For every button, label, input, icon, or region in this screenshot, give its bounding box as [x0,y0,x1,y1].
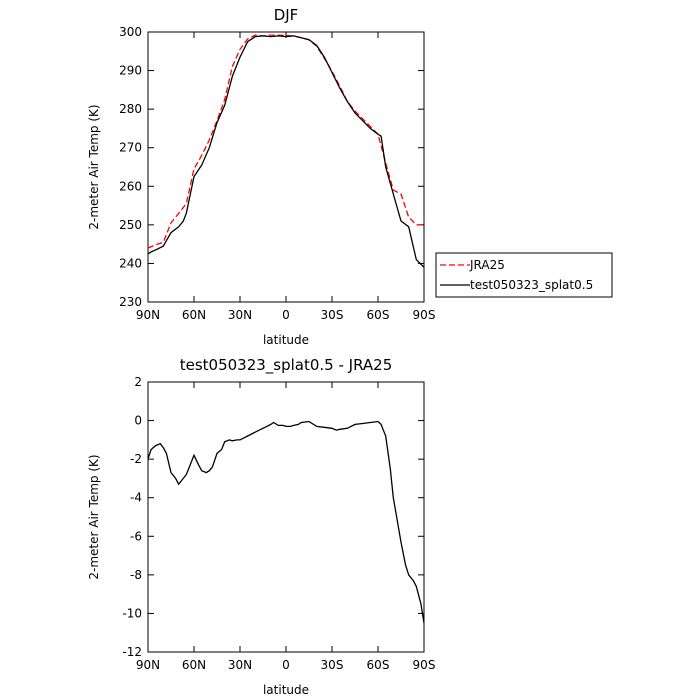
y-tick-label: -8 [130,568,142,582]
x-tick-label: 30S [321,308,344,322]
series-group [147,34,425,268]
y-tick-label: 230 [119,295,142,309]
x-tick-label: 30N [228,658,252,672]
chart-title: test050323_splat0.5 - JRA25 [180,356,393,375]
y-tick-label: 270 [119,141,142,155]
plot-border [147,31,425,303]
x-tick-label: 90S [413,658,436,672]
x-tick-label: 90N [136,308,160,322]
y-axis-label: 2-meter Air Temp (K) [87,104,101,229]
y-tick-label: 250 [119,218,142,232]
x-tick-label: 60S [367,658,390,672]
y-tick-label: 240 [119,256,142,270]
series-group [147,420,425,624]
y-tick-label: -4 [130,491,142,505]
chart-djf: DJF 230 240 250 260 270 280 290 300 90N 60N 30N 0 30… [87,6,613,347]
series-line-test050323-splat0-5 [147,35,425,268]
plot-frame [147,381,425,653]
y-axis-label: 2-meter Air Temp (K) [87,454,101,579]
legend-box [435,252,613,298]
chart-difference: test050323_splat0.5 - JRA25 -12 -10 -8 -6 -4… [87,356,435,697]
plot-frame [147,31,425,303]
y-tick-label: 0 [134,414,142,428]
y-tick-label: -2 [130,452,142,466]
y-tick-label: 300 [119,25,142,39]
axis-ticks: -12 -10 -8 -6 -4 -2 0 2 90N 60N 30N 0 30S 60S 90S [122,375,435,672]
legend: JRA25 test050323_splat0.5 [435,252,613,298]
y-tick-label: 290 [119,64,142,78]
series-line-difference [147,420,425,624]
x-axis-label: latitude [263,333,309,347]
y-tick-label: -12 [122,645,142,659]
y-tick-label: 2 [134,375,142,389]
x-tick-label: 60N [182,658,206,672]
y-tick-label: 260 [119,179,142,193]
axis-ticks: 230 240 250 260 270 280 290 300 90N 60N 30N 0 30S 60S… [119,25,435,322]
x-tick-label: 30S [321,658,344,672]
x-tick-label: 90S [413,308,436,322]
x-axis-label: latitude [263,683,309,697]
x-tick-label: 0 [282,308,290,322]
legend-label-test: test050323_splat0.5 [470,278,593,292]
x-tick-label: 90N [136,658,160,672]
x-tick-label: 60S [367,308,390,322]
y-tick-label: -6 [130,529,142,543]
x-tick-label: 30N [228,308,252,322]
plot-border [147,381,425,653]
y-tick-label: -10 [122,606,142,620]
series-line-jra25 [147,34,424,249]
chart-title: DJF [274,6,299,24]
y-tick-label: 280 [119,102,142,116]
x-tick-label: 60N [182,308,206,322]
legend-label-jra25: JRA25 [469,258,505,272]
x-tick-label: 0 [282,658,290,672]
